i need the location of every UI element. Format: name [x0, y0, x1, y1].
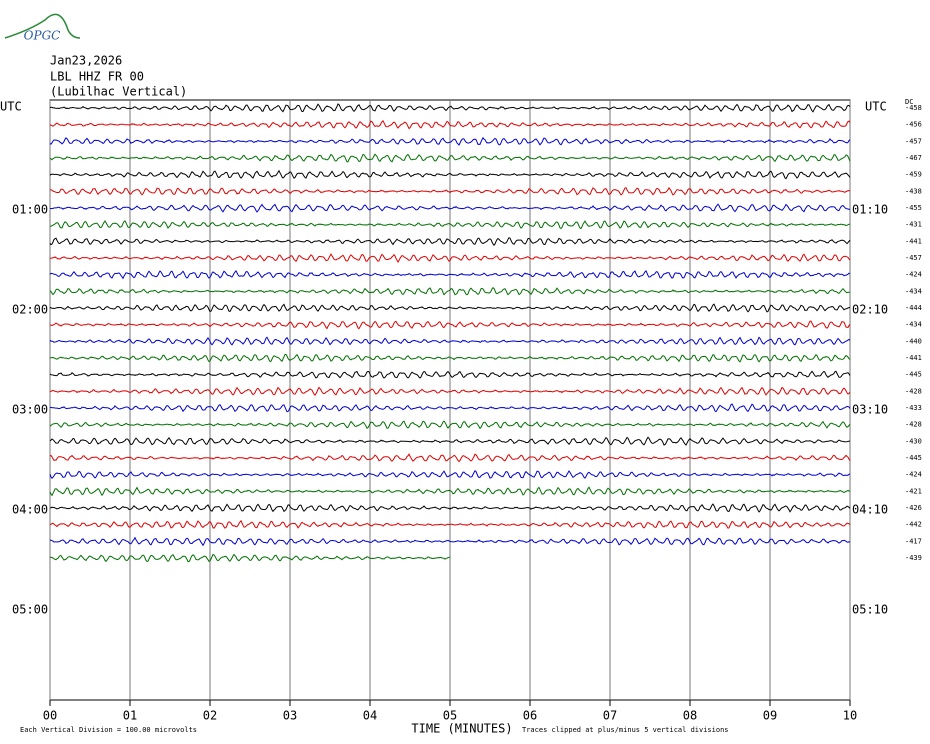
dc-value: -444: [905, 304, 922, 312]
dc-value: -458: [905, 104, 922, 112]
dc-value: -417: [905, 537, 922, 545]
x-tick-label: 02: [203, 709, 217, 723]
left-time-label: 03:00: [12, 403, 48, 417]
x-tick-label: 10: [843, 709, 857, 723]
dc-value: -467: [905, 154, 922, 162]
left-time-label: 02:00: [12, 303, 48, 317]
trace: [49, 136, 851, 146]
date: Jan23,2026: [50, 54, 122, 68]
right-time-label: 04:10: [852, 503, 888, 517]
dc-value: -457: [905, 254, 922, 262]
right-time-label: 02:10: [852, 303, 888, 317]
trace: [49, 103, 851, 113]
footnote-right: Traces clipped at plus/minus 5 vertical …: [522, 726, 729, 734]
trace: [49, 536, 851, 547]
dc-value: -442: [905, 521, 922, 529]
dc-value: -428: [905, 421, 922, 429]
dc-value: -433: [905, 404, 922, 412]
x-tick-label: 07: [603, 709, 617, 723]
footnote-left: Each Vertical Division = 100.00 microvol…: [20, 726, 197, 734]
right-axis-label: UTC: [865, 100, 887, 114]
right-time-label: 03:10: [852, 403, 888, 417]
trace: [49, 220, 850, 230]
logo: OPGC: [4, 13, 81, 43]
trace: [50, 203, 851, 213]
dc-value: -459: [905, 171, 922, 179]
trace: [49, 320, 851, 330]
location: (Lubilhac Vertical): [50, 85, 187, 99]
trace: [49, 453, 851, 463]
dc-value: -424: [905, 471, 922, 479]
dc-value: -440: [905, 337, 922, 345]
logo-text: OPGC: [24, 29, 61, 43]
dc-value: -457: [905, 137, 922, 145]
dc-value: -445: [905, 454, 922, 462]
dc-value: -426: [905, 504, 922, 512]
trace: [49, 237, 851, 246]
x-tick-label: 03: [283, 709, 297, 723]
x-tick-label: 00: [43, 709, 57, 723]
trace: [49, 503, 851, 513]
left-time-label: 04:00: [12, 503, 48, 517]
dc-value: -434: [905, 287, 922, 295]
trace: [49, 270, 851, 280]
trace: [49, 386, 851, 397]
left-axis-label: UTC: [0, 100, 22, 114]
trace: [49, 153, 851, 163]
dc-value: -424: [905, 271, 922, 279]
x-tick-label: 05: [443, 709, 457, 723]
trace: [49, 353, 851, 363]
dc-value: -441: [905, 237, 922, 245]
left-time-label: 01:00: [12, 203, 48, 217]
dc-label: DC: [905, 98, 913, 106]
dc-value: -431: [905, 221, 922, 229]
x-tick-label: 08: [683, 709, 697, 723]
station: LBL HHZ FR 00: [50, 70, 144, 84]
trace: [49, 119, 851, 130]
dc-value: -439: [905, 554, 922, 562]
right-time-label: 01:10: [852, 203, 888, 217]
dc-value: -456: [905, 121, 922, 129]
x-tick-label: 01: [123, 709, 137, 723]
dc-value: -438: [905, 187, 922, 195]
dc-value: -455: [905, 204, 922, 212]
trace: [49, 470, 851, 479]
trace: [49, 303, 851, 313]
trace: [49, 186, 851, 196]
trace: [49, 519, 851, 529]
trace: [49, 169, 851, 180]
dc-value: -430: [905, 437, 922, 445]
x-tick-label: 06: [523, 709, 537, 723]
dc-value: -434: [905, 321, 922, 329]
trace: [49, 336, 851, 346]
trace: [49, 486, 851, 497]
trace: [49, 436, 851, 446]
trace: [49, 287, 851, 296]
trace: [49, 253, 851, 263]
dc-value: -421: [905, 487, 922, 495]
right-time-label: 05:10: [852, 603, 888, 617]
trace: [49, 553, 451, 563]
trace: [49, 420, 851, 430]
dc-value: -445: [905, 371, 922, 379]
x-tick-label: 04: [363, 709, 377, 723]
trace: [49, 370, 851, 379]
left-time-label: 05:00: [12, 603, 48, 617]
logo-curve: [4, 13, 81, 39]
trace: [49, 403, 851, 413]
x-tick-label: 09: [763, 709, 777, 723]
dc-value: -441: [905, 354, 922, 362]
dc-value: -428: [905, 387, 922, 395]
x-axis-label: TIME (MINUTES): [411, 722, 512, 736]
